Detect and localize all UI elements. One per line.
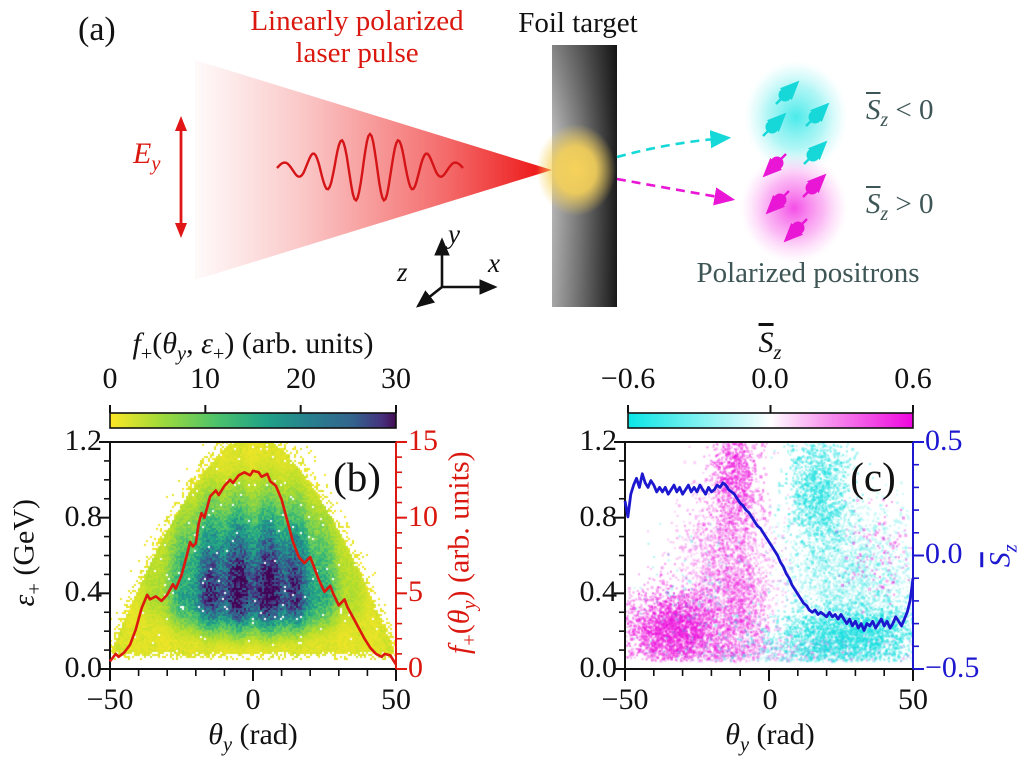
panel-b-heatmap-canvas [110,442,396,669]
triad-x-label: x [488,248,500,278]
laser-title-line2: laser pulse [295,37,419,69]
panel-c-xlabel: θy (rad) [725,718,815,756]
panel-b-cbar-tick-0: 0 [102,362,118,395]
panel-c-rtick-m0p5: −0.5 [925,651,980,684]
laser-title-line1: Linearly polarized [250,5,464,37]
ey-field-arrow [175,116,187,238]
panel-b-axes [99,441,407,681]
laser-waveform [276,132,464,203]
triad-z-label: z [397,257,408,287]
panel-b-cbar-tick-2: 20 [286,362,316,395]
magenta-cloud [740,153,848,263]
panel-b-xtick-0: 0 [245,683,261,716]
panel-b-letter: (b) [333,454,381,500]
sz-positive-label: Sz > 0 [866,188,934,225]
foil-target-label: Foil target [518,7,638,39]
foil-target [536,45,617,307]
cyan-beam-arrow [616,130,732,159]
positron-beam-arrows [616,130,736,206]
sz-negative-label: Sz < 0 [866,94,934,131]
laser-glow [536,124,616,216]
panel-c-right-label: Sz [983,544,1022,568]
panel-c-xtick-m50: −50 [601,683,649,716]
panel-c-cbar-tick-0p0: 0.0 [751,362,789,395]
coordinate-triad [415,237,498,308]
panel-a-letter: (a) [78,11,116,48]
panel-b-ytick-0p0: 0.0 [64,651,103,684]
ey-label: Ey [133,137,161,175]
panel-c-ytick-0p8: 0.8 [579,500,618,533]
panel-c-axes [614,441,924,681]
panel-c-cbar-tick-m0p6: −0.6 [600,362,656,395]
panel-c-xtick-0: 0 [762,683,778,716]
panel-c-ytick-0p4: 0.4 [579,575,618,608]
panel-b-rtick-0: 0 [408,651,423,684]
panel-b-colorbar-title: f+(θy, ε+) (arb. units) [132,327,374,365]
panel-b-right-label: f+(θy) (arb. units) [442,451,481,655]
panel-c-rtick-0p0: 0.0 [925,537,963,570]
panel-c-ytick-1p2: 1.2 [579,424,618,457]
panel-b-ytick-1p2: 1.2 [64,424,103,457]
panel-b-rtick-10: 10 [408,500,438,533]
panel-c-colorbar-title: Sz [758,326,782,364]
panel-b-xtick-50: 50 [381,683,411,716]
panel-b-xtick-m50: −50 [86,683,134,716]
panel-b-ytick-0p4: 0.4 [64,575,103,608]
laser-cone [195,60,552,280]
panel-c-xtick-50: 50 [898,683,928,716]
panel-b-ytick-0p8: 0.8 [64,500,103,533]
panel-b-colorbar [109,405,397,429]
panel-c-cbar-tick-0p6: 0.6 [894,362,932,395]
panel-b-ylabel: ε+ (GeV) [7,499,46,607]
panel-c-letter: (c) [850,454,896,500]
positrons-label: Polarized positrons [696,257,920,289]
panel-b-xlabel: θy (rad) [208,718,298,756]
panel-b-cbar-tick-1: 10 [190,362,220,395]
panel-b-line-series [108,469,398,666]
panel-c-rtick-0p5: 0.5 [925,424,963,457]
panel-c-colorbar [627,405,914,429]
triad-y-label: y [448,219,460,249]
panel-c-line-series [623,472,915,632]
magenta-beam-arrow [616,177,736,206]
panel-b-cbar-tick-3: 30 [381,362,411,395]
spin-particles [762,80,830,243]
panel-b-rtick-15: 15 [408,424,438,457]
panel-b-rtick-5: 5 [408,575,423,608]
panel-c-ytick-0p0: 0.0 [579,651,618,684]
